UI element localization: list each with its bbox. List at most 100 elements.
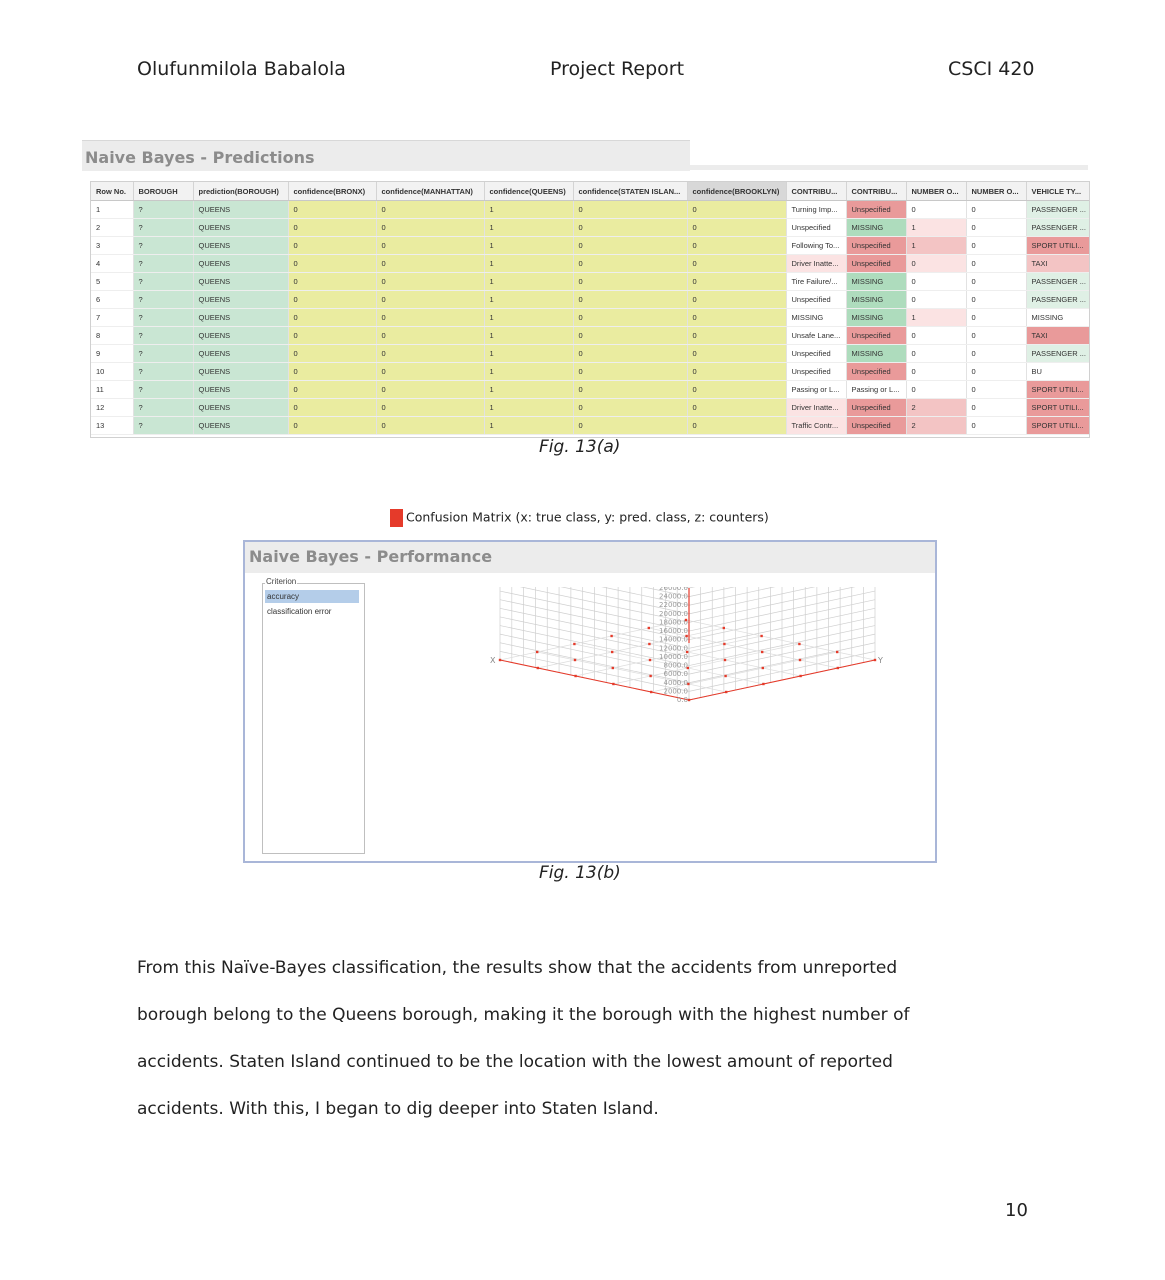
table-cell: 1: [484, 290, 574, 309]
table-cell: PASSENGER ...: [1026, 218, 1089, 237]
column-header[interactable]: CONTRIBU...: [786, 182, 847, 201]
table-row[interactable]: 5? QUEENS 0 0 1 0 0 Tire Failure/... MISSING 0 0 PA…: [91, 272, 1089, 291]
table-cell: MISSING: [846, 218, 907, 237]
table-cell: QUEENS: [193, 308, 289, 327]
criterion-classification-error[interactable]: classification error: [267, 607, 332, 616]
column-header[interactable]: confidence(QUEENS): [484, 182, 574, 201]
body-text-line: From this Naïve-Bayes classification, th…: [137, 958, 898, 978]
legend-swatch: [390, 509, 403, 527]
floor-grid-line: [575, 635, 762, 677]
column-header[interactable]: prediction(BOROUGH): [193, 182, 289, 201]
column-header[interactable]: NUMBER O...: [966, 182, 1027, 201]
table-cell: 0: [288, 290, 377, 309]
table-row[interactable]: 4? QUEENS 0 0 1 0 0 Driver Inatte... Unspecified…: [91, 254, 1089, 273]
floor-grid-line: [574, 643, 764, 685]
table-cell: 0: [376, 308, 485, 327]
table-cell: Passing or L...: [786, 380, 847, 399]
grid-line: [499, 616, 690, 658]
table-cell: ?: [133, 308, 194, 327]
data-point: [686, 650, 689, 654]
table-cell: 0: [573, 200, 688, 219]
table-row[interactable]: 3? QUEENS 0 0 1 0 0 Following To... Unspecified 1…: [91, 236, 1089, 255]
table-cell: 2: [906, 416, 967, 435]
criterion-accuracy[interactable]: accuracy: [265, 590, 359, 603]
grid-line: [499, 607, 690, 649]
table-row[interactable]: 11? QUEENS 0 0 1 0 0 Passing or L... Passing or …: [91, 380, 1089, 399]
table-cell: Unspecified: [786, 344, 847, 363]
table-cell: 3: [91, 236, 134, 255]
table-cell: 0: [966, 236, 1027, 255]
predictions-titlebar: Naive Bayes - Predictions: [82, 140, 690, 171]
table-cell: 0: [966, 344, 1027, 363]
table-cell: 0: [288, 380, 377, 399]
table-cell: 0: [573, 308, 688, 327]
table-cell: 0: [966, 254, 1027, 273]
table-cell: 0: [376, 380, 485, 399]
data-point: [573, 658, 577, 662]
table-cell: 0: [966, 308, 1027, 327]
table-cell: Unspecified: [846, 200, 907, 219]
table-cell: 0: [573, 290, 688, 309]
table-cell: 0: [288, 236, 377, 255]
table-cell: 0: [906, 254, 967, 273]
table-row[interactable]: 9? QUEENS 0 0 1 0 0 Unspecified MISSING 0 0 PASSENG…: [91, 344, 1089, 363]
table-cell: MISSING: [786, 308, 847, 327]
data-point: [723, 642, 726, 646]
data-point: [648, 658, 652, 662]
data-point: [648, 642, 651, 646]
table-cell: Unspecified: [846, 326, 907, 345]
data-point: [536, 666, 539, 670]
confusion-matrix-legend: Confusion Matrix (x: true class, y: pred…: [390, 509, 769, 527]
predictions-table-container[interactable]: Row No. BOROUGH prediction(BOROUGH) confide…: [90, 181, 1090, 438]
column-header[interactable]: confidence(STATEN ISLAN...: [573, 182, 688, 201]
table-cell: 0: [906, 326, 967, 345]
column-header[interactable]: confidence(BROOKLYN): [687, 182, 787, 201]
table-cell: 0: [288, 254, 377, 273]
z-tick-label: 4000.0: [664, 679, 689, 687]
x-axis-label: X: [490, 656, 496, 665]
table-cell: BU: [1026, 362, 1089, 381]
column-header[interactable]: confidence(BRONX): [288, 182, 377, 201]
column-header[interactable]: NUMBER O...: [906, 182, 967, 201]
table-header-row: Row No. BOROUGH prediction(BOROUGH) confide…: [91, 182, 1089, 201]
floor-grid-line: [613, 643, 800, 685]
table-cell: ?: [133, 236, 194, 255]
column-header[interactable]: confidence(MANHATTAN): [376, 182, 485, 201]
data-point: [687, 682, 690, 686]
column-header[interactable]: BOROUGH: [133, 182, 194, 201]
table-cell: 0: [573, 272, 688, 291]
column-header[interactable]: Row No.: [91, 182, 134, 201]
table-row[interactable]: 10? QUEENS 0 0 1 0 0 Unspecified Unspecified 0 0 BU: [91, 362, 1089, 381]
data-point: [836, 650, 839, 654]
table-cell: TAXI: [1026, 326, 1089, 345]
table-cell: 0: [966, 416, 1027, 435]
table-cell: 0: [906, 290, 967, 309]
column-header[interactable]: CONTRIBU...: [846, 182, 907, 201]
table-row[interactable]: 6? QUEENS 0 0 1 0 0 Unspecified MISSING 0 0 PASSENG…: [91, 290, 1089, 309]
table-cell: 1: [484, 326, 574, 345]
table-cell: ?: [133, 218, 194, 237]
grid-line: [499, 651, 690, 692]
table-cell: 0: [573, 398, 688, 417]
table-cell: 0: [573, 416, 688, 435]
confusion-matrix-3d-plot[interactable]: 0.02000.04000.06000.08000.010000.012000.…: [485, 587, 897, 847]
table-cell: 0: [687, 236, 787, 255]
table-row[interactable]: 13? QUEENS 0 0 1 0 0 Traffic Contr... Unspecifie…: [91, 416, 1089, 435]
table-cell: MISSING: [846, 272, 907, 291]
table-cell: 0: [376, 362, 485, 381]
table-row[interactable]: 12? QUEENS 0 0 1 0 0 Driver Inatte... Unspecifie…: [91, 398, 1089, 417]
table-row[interactable]: 1? QUEENS 0 0 1 0 0 Turning Imp... Unspecified 0 0…: [91, 200, 1089, 219]
grid-line: [499, 633, 690, 675]
table-cell: 0: [966, 398, 1027, 417]
table-row[interactable]: 8? QUEENS 0 0 1 0 0 Unsafe Lane... Unspecified 0 0…: [91, 326, 1089, 345]
table-cell: MISSING: [1026, 308, 1089, 327]
table-row[interactable]: 7? QUEENS 0 0 1 0 0 MISSING MISSING 1 0 MISSING: [91, 308, 1089, 327]
table-row[interactable]: 2? QUEENS 0 0 1 0 0 Unspecified MISSING 1 0 PASSENG…: [91, 218, 1089, 237]
column-header[interactable]: VEHICLE TY...: [1026, 182, 1089, 201]
data-point: [611, 666, 614, 670]
table-cell: PASSENGER ...: [1026, 344, 1089, 363]
grid-line: [688, 587, 816, 615]
z-tick-label: 22000.0: [659, 601, 688, 609]
table-cell: 0: [288, 344, 377, 363]
table-cell: 0: [376, 344, 485, 363]
